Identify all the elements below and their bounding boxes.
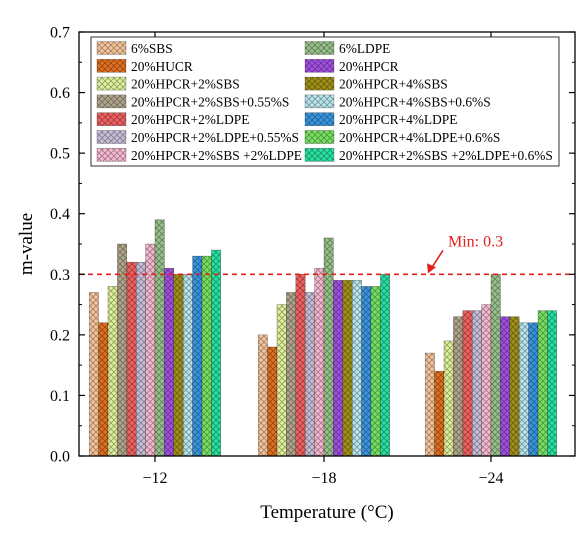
- legend: 6%SBS 20%HUCR 20%HPCR+2%SBS 20%HPCR+2%SBS+0…: [90, 36, 560, 167]
- legend-swatch: [304, 59, 335, 73]
- y-tick-label: 0.2: [50, 327, 70, 344]
- bar: [323, 237, 334, 457]
- bar: [537, 310, 548, 457]
- bar: [201, 255, 212, 457]
- bar: [361, 286, 372, 457]
- bar: [126, 261, 137, 457]
- y-axis: 0.0 0.1 0.2 0.3 0.4 0.5 0.6 0.7: [50, 25, 575, 466]
- x-tick-label: −12: [142, 470, 167, 487]
- bar: [509, 316, 520, 457]
- legend-label: 20%HPCR+2%SBS +2%LDPE: [131, 148, 302, 163]
- bar: [443, 340, 454, 457]
- bar: [173, 274, 184, 457]
- legend-label: 20%HPCR+2%LDPE+0.55%S: [131, 130, 299, 145]
- legend-swatch: [96, 148, 127, 162]
- bar: [424, 352, 435, 457]
- bar: [304, 292, 315, 457]
- x-tick-label: −24: [478, 470, 503, 487]
- legend-swatch: [304, 76, 335, 91]
- y-tick-label: 0.6: [50, 85, 70, 102]
- legend-swatch: [304, 41, 335, 55]
- y-tick-label: 0.1: [50, 388, 70, 405]
- legend-swatch: [304, 112, 335, 126]
- legend-label: 6%SBS: [131, 41, 173, 56]
- bar: [164, 267, 175, 457]
- y-tick-label: 0.4: [50, 206, 70, 223]
- bar: [257, 334, 268, 457]
- legend-label: 20%HPCR+4%LDPE+0.6%S: [339, 130, 500, 145]
- bar: [107, 286, 118, 457]
- y-tick-label: 0.0: [50, 449, 70, 466]
- bar: [351, 280, 362, 457]
- bar: [98, 322, 109, 457]
- x-axis-label: Temperature (°C): [260, 502, 393, 523]
- legend-swatch: [304, 130, 335, 144]
- legend-label: 20%HPCR: [339, 59, 399, 74]
- x-axis: −12 −18 −24: [142, 32, 504, 487]
- legend-swatch: [304, 94, 335, 109]
- bar: [154, 219, 165, 457]
- legend-label: 6%LDPE: [339, 41, 390, 56]
- x-tick-label: −18: [311, 470, 336, 487]
- legend-label: 20%HPCR+2%SBS+0.55%S: [131, 94, 289, 109]
- bar: [211, 249, 222, 457]
- legend-label: 20%HPCR+2%SBS: [131, 77, 240, 92]
- legend-label: 20%HPCR+2%SBS +2%LDPE+0.6%S: [339, 148, 553, 163]
- legend-label: 20%HPCR+2%LDPE: [131, 112, 249, 127]
- legend-label: 20%HUCR: [131, 59, 193, 74]
- legend-swatch: [304, 148, 335, 162]
- legend-swatch: [96, 94, 127, 109]
- y-tick-label: 0.5: [50, 146, 70, 163]
- bar: [471, 310, 482, 457]
- legend-swatch: [96, 112, 127, 126]
- bar: [434, 370, 445, 457]
- bar: [462, 310, 473, 457]
- y-tick-label: 0.7: [50, 25, 70, 42]
- y-tick-label: 0.3: [50, 267, 70, 284]
- legend-label: 20%HPCR+4%SBS+0.6%S: [339, 94, 491, 109]
- y-axis-label: m-value: [16, 213, 37, 275]
- bar: [481, 304, 492, 457]
- bar: [117, 243, 128, 457]
- bar: [490, 274, 501, 457]
- reference-line-label: Min: 0.3: [448, 233, 503, 250]
- bar: [518, 322, 529, 457]
- bar: [286, 292, 297, 457]
- legend-swatch: [96, 76, 127, 91]
- bar: [528, 322, 539, 457]
- bar: [267, 346, 278, 457]
- bar: [192, 255, 203, 457]
- bar: [135, 261, 146, 457]
- bar: [370, 286, 381, 457]
- bar: [145, 243, 156, 457]
- bar: [547, 310, 558, 457]
- bar: [276, 304, 287, 457]
- bar: [380, 274, 391, 457]
- bar: [453, 316, 464, 457]
- bar: [88, 292, 99, 457]
- bar: [342, 280, 353, 457]
- bars-group: [88, 219, 558, 457]
- legend-swatch: [96, 41, 127, 55]
- reference-arrow: [427, 249, 444, 274]
- bar: [314, 267, 325, 457]
- bar: [500, 316, 511, 457]
- legend-swatch: [96, 130, 127, 144]
- bar: [333, 280, 344, 457]
- legend-box: [90, 36, 560, 167]
- legend-label: 20%HPCR+4%SBS: [339, 77, 448, 92]
- legend-label: 20%HPCR+4%LDPE: [339, 112, 457, 127]
- bar: [295, 274, 306, 457]
- bar: [182, 274, 193, 457]
- legend-swatch: [96, 59, 127, 73]
